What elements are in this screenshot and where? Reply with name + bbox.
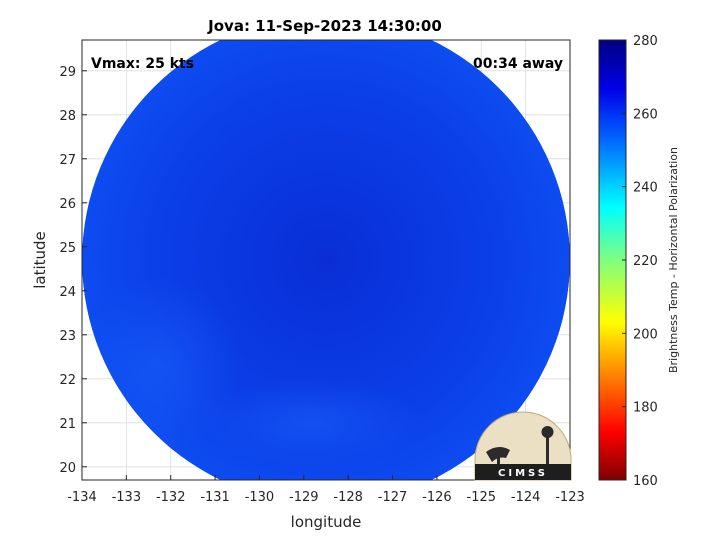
swath-texture <box>202 377 423 468</box>
x-tick-label: -128 <box>333 490 363 505</box>
colorbar-tick-label: 200 <box>633 327 658 342</box>
colorbar-tick-label: 260 <box>633 107 658 122</box>
y-tick-label: 21 <box>59 417 76 432</box>
colorbar-tick-label: 220 <box>633 254 658 269</box>
x-tick-label: -131 <box>200 490 230 505</box>
plot-frame <box>81 39 571 481</box>
x-tick-label: -126 <box>422 490 452 505</box>
colorbar <box>598 39 627 481</box>
x-tick-label: -123 <box>555 490 585 505</box>
logo-tank-icon <box>541 426 554 438</box>
swath-layer <box>82 40 570 480</box>
x-tick-label: -129 <box>289 490 319 505</box>
logo-text: CIMSS <box>498 468 548 479</box>
x-tick-label: -125 <box>467 490 497 505</box>
y-axis-label: latitude <box>31 231 49 289</box>
time-away-annotation: 00:34 away <box>473 56 563 72</box>
colorbar-tick-label: 160 <box>633 474 658 489</box>
x-tick-label: -132 <box>156 490 186 505</box>
y-tick-label: 23 <box>59 329 76 344</box>
x-axis-label: longitude <box>291 513 362 531</box>
colorbar-tick-label: 280 <box>633 34 658 49</box>
logo-tower-icon <box>546 436 549 464</box>
y-tick-label: 20 <box>59 461 76 476</box>
x-tick-label: -134 <box>67 490 97 505</box>
y-tick-label: 26 <box>59 197 76 212</box>
y-tick-label: 24 <box>59 285 76 300</box>
vmax-annotation: Vmax: 25 kts <box>91 56 194 72</box>
x-tick-label: -124 <box>511 490 541 505</box>
colorbar-tick-label: 240 <box>633 181 658 196</box>
colorbar-ticks: 280 260 240 220 200 180 160 <box>622 34 658 489</box>
colorbar-label: Brightness Temp - Horizontal Polarizatio… <box>667 147 680 373</box>
colorbar-tick-label: 180 <box>633 401 658 416</box>
logo-ground <box>475 464 571 480</box>
x-tick-label: -133 <box>112 490 142 505</box>
y-tick-label: 22 <box>59 373 76 388</box>
chart-title: Jova: 11-Sep-2023 14:30:00 <box>207 17 442 35</box>
logo-dish-stand <box>497 452 500 464</box>
y-tick-label: 28 <box>59 109 76 124</box>
y-tick-label: 25 <box>59 241 76 256</box>
cimss-logo: CIMSS <box>474 411 572 481</box>
y-axis-ticks: 20 21 22 23 24 25 26 27 28 29 <box>59 65 87 476</box>
y-tick-label: 27 <box>59 153 76 168</box>
x-axis-ticks: -134 -133 -132 -131 -130 -129 -128 -127 -126 -125… <box>67 475 585 505</box>
x-tick-label: -130 <box>245 490 275 505</box>
x-tick-label: -127 <box>378 490 408 505</box>
y-tick-label: 29 <box>59 65 76 80</box>
